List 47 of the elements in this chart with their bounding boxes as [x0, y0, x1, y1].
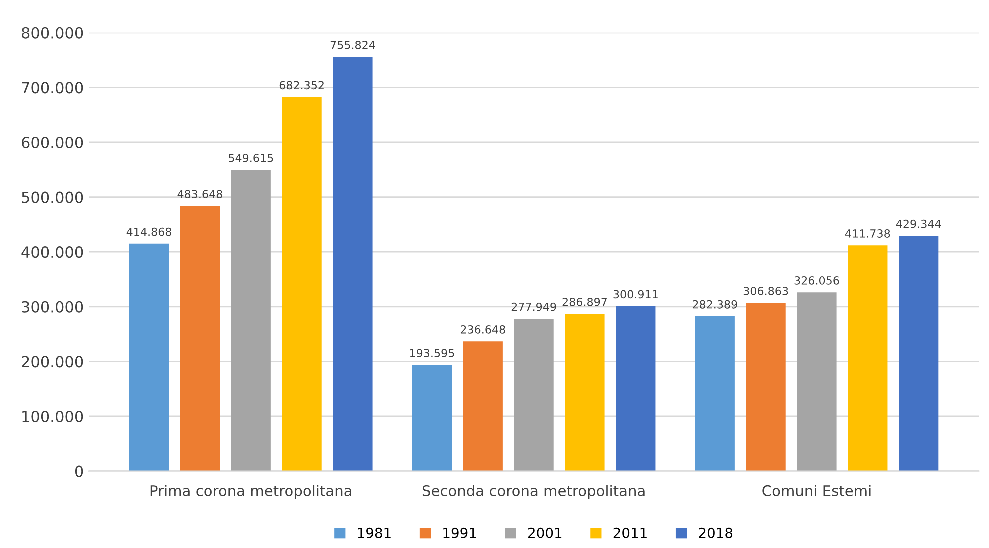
legend-label: 2001	[528, 528, 562, 538]
y-tick-label: 700.000	[22, 82, 84, 94]
y-tick-label: 800.000	[22, 27, 84, 39]
x-tick-label: Prima corona metropolitana	[150, 485, 352, 500]
data-label: 414.868	[126, 228, 172, 236]
bar	[180, 206, 220, 472]
data-label: 549.615	[229, 154, 274, 162]
data-label: 193.595	[410, 349, 454, 358]
legend-label: 2018	[699, 528, 733, 538]
bar	[616, 306, 656, 472]
bar	[565, 314, 605, 472]
data-label: 300.911	[614, 290, 658, 299]
y-tick-label: 400.000	[22, 246, 84, 258]
data-label: 411.738	[845, 230, 890, 238]
bar	[463, 342, 503, 472]
data-label: 429.344	[896, 220, 942, 228]
data-label: 306.863	[744, 287, 788, 296]
bar	[129, 244, 170, 472]
data-label: 326.056	[794, 276, 840, 285]
bar	[746, 303, 786, 472]
legend-label: 1981	[358, 528, 391, 538]
legend-label: 1991	[444, 528, 476, 538]
bar	[848, 246, 888, 472]
data-label: 483.648	[178, 190, 222, 199]
bar	[695, 316, 735, 472]
bar	[899, 236, 939, 472]
data-label: 236.648	[460, 325, 506, 334]
bar	[333, 57, 373, 472]
bar	[231, 170, 271, 472]
y-tick-label: 100.000	[22, 410, 84, 422]
data-label: 286.897	[562, 298, 608, 306]
bar	[797, 292, 837, 472]
x-tick-label: Seconda corona metropolitana	[422, 485, 645, 500]
data-label: 277.949	[512, 302, 556, 312]
y-tick-label: 300.000	[22, 301, 84, 313]
data-label: 682.352	[280, 81, 324, 90]
y-tick-label: 200.000	[22, 356, 84, 368]
bar	[282, 97, 322, 472]
data-label: 282.389	[692, 300, 738, 309]
data-label: 755.824	[330, 40, 376, 50]
bar	[412, 365, 452, 472]
y-tick-label: 500.000	[22, 192, 84, 204]
bar	[514, 318, 554, 472]
x-tick-label: Comuni Estemi	[762, 485, 871, 496]
y-tick-label: 0	[75, 466, 84, 478]
legend-label: 2011	[614, 528, 647, 538]
y-tick-label: 600.000	[22, 136, 84, 148]
